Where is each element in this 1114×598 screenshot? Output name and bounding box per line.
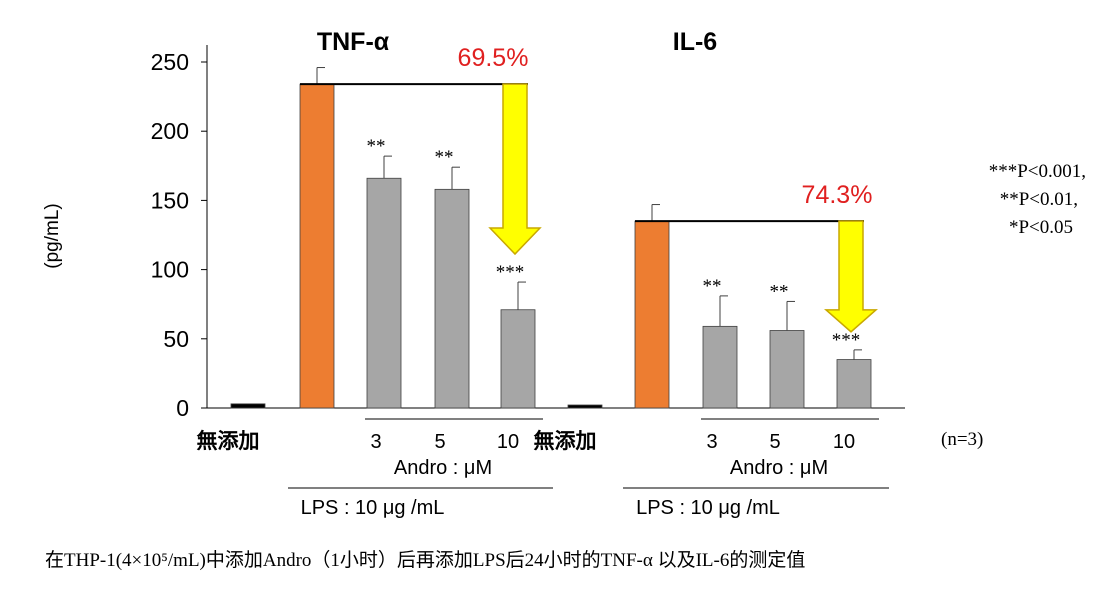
- n-label: (n=3): [941, 429, 983, 450]
- significance-mark: **: [770, 281, 789, 302]
- panel-title: TNF-α: [317, 28, 390, 56]
- y-tick-label: 0: [176, 395, 189, 421]
- p-value-001: ***P<0.001,: [989, 161, 1086, 182]
- y-tick-label: 200: [151, 118, 189, 144]
- concentration-label: 5: [434, 431, 445, 453]
- bar: [366, 177, 402, 409]
- y-tick-label: 150: [151, 187, 189, 213]
- concentration-label: 3: [706, 431, 717, 453]
- p-value-legend: ***P<0.001, **P<0.01, *P<0.05: [989, 161, 1086, 238]
- y-tick-label: 50: [163, 326, 189, 352]
- reduction-arrow: [824, 220, 878, 333]
- p-value-05: *P<0.05: [1009, 217, 1073, 238]
- concentration-label: 5: [769, 431, 780, 453]
- andro-label: Andro : μM: [730, 457, 828, 479]
- figure-caption: 在THP-1(4×10⁵/mL)中添加Andro（1小时）后再添加LPS后24小…: [45, 549, 805, 571]
- concentration-label: 10: [833, 431, 855, 453]
- control-label: 無添加: [534, 429, 597, 453]
- lps-label: LPS : 10 μg /mL: [636, 497, 780, 519]
- y-axis-label: (pg/mL): [42, 203, 63, 268]
- significance-mark: **: [435, 147, 454, 168]
- significance-mark: **: [703, 276, 722, 297]
- andro-label: Andro : μM: [394, 457, 492, 479]
- p-value-01: **P<0.01,: [1000, 189, 1078, 210]
- bar: [634, 220, 670, 409]
- control-label: 無添加: [197, 429, 260, 453]
- bar: [299, 83, 335, 409]
- panel-title: IL-6: [673, 28, 717, 56]
- reduction-percent: 69.5%: [458, 44, 529, 72]
- bar: [769, 330, 805, 409]
- reduction-percent: 74.3%: [802, 181, 873, 209]
- bar: [567, 404, 603, 409]
- significance-mark: ***: [496, 262, 525, 283]
- bar: [836, 359, 872, 409]
- bar: [702, 325, 738, 409]
- concentration-label: 3: [370, 431, 381, 453]
- y-tick-label: 100: [151, 257, 189, 283]
- bar: [500, 309, 536, 409]
- significance-mark: **: [367, 136, 386, 157]
- concentration-label: 10: [497, 431, 519, 453]
- significance-mark: ***: [832, 330, 861, 351]
- y-tick-label: 250: [151, 49, 189, 75]
- bar: [230, 403, 266, 409]
- lps-label: LPS : 10 μg /mL: [301, 497, 445, 519]
- bar: [434, 188, 470, 409]
- reduction-arrow: [488, 83, 542, 256]
